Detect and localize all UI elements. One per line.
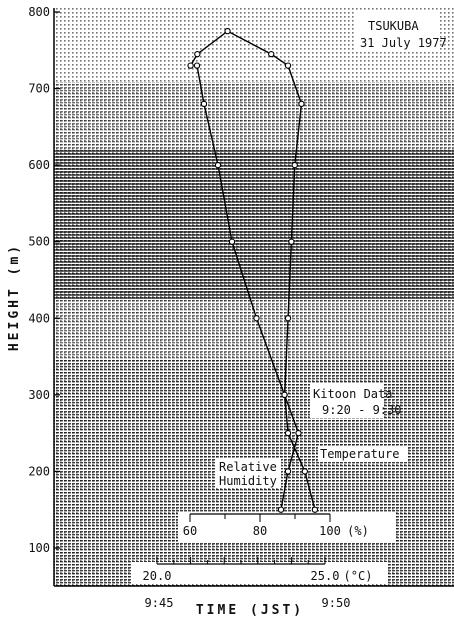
humidity-point: [228, 238, 236, 245]
humidity-tick-label: 100: [319, 524, 341, 538]
y-tick-label: 400: [28, 311, 50, 325]
kitoon-data-label: Kitoon Data: [313, 387, 392, 401]
temperature-box: [318, 446, 408, 462]
y-tick-label: 500: [28, 235, 50, 249]
humidity-axis: 60 80 100 (%): [183, 513, 369, 538]
temperature-point: [284, 315, 292, 322]
temperature-point: [301, 468, 308, 475]
x-axis-label: TIME (JST): [196, 603, 304, 618]
humidity-tick-label: 60: [183, 524, 197, 538]
temperature-point: [311, 506, 319, 513]
time-tick-0: 9:45: [145, 596, 174, 610]
humidity-point: [214, 161, 222, 169]
sodar-echo-background: [54, 8, 454, 586]
kitoon-box: [310, 384, 384, 418]
humidity-box: [215, 458, 281, 488]
humidity-series-label-line2: Humidity: [219, 474, 277, 488]
temperature-unit: (°C): [344, 569, 373, 583]
humidity-unit: (%): [347, 524, 369, 538]
humidity-point: [277, 506, 285, 513]
humidity-point: [253, 315, 260, 322]
humidity-point: [193, 62, 201, 69]
y-tick-label: 300: [28, 388, 50, 402]
kitoon-time-label: 9:20 - 9:30: [322, 403, 401, 417]
temperature-tick-label: 20.0: [143, 569, 172, 583]
humidity-tick-label: 80: [253, 524, 267, 538]
temperature-tick-label: 25.0: [311, 569, 340, 583]
profile-series: [187, 27, 319, 513]
humidity-point: [295, 429, 302, 437]
temperature-point: [187, 62, 194, 69]
temperature-series-label: Temperature: [320, 447, 399, 461]
chart-title: TSUKUBA: [368, 19, 419, 33]
temperature-point: [298, 100, 305, 108]
temperature-point: [224, 27, 231, 35]
humidity-point: [284, 468, 292, 475]
temperature-point: [268, 50, 275, 58]
temperature-axis: 20.0 25.0 (°C): [143, 557, 373, 583]
y-ticks: 100 200 300 400 500 600 700 800: [28, 5, 60, 555]
y-tick-label: 200: [28, 464, 50, 478]
temperature-point: [291, 161, 298, 169]
time-tick-1: 9:50: [322, 596, 351, 610]
temperature-point: [284, 62, 292, 69]
chart-subtitle: 31 July 1977: [360, 36, 447, 50]
temperature-axis-box: [132, 562, 388, 584]
axes: [53, 8, 454, 587]
humidity-axis-box: [178, 512, 396, 542]
temperature-point: [288, 238, 295, 245]
x-label-box: [140, 594, 370, 620]
temperature-point: [194, 50, 201, 58]
humidity-point: [281, 391, 288, 399]
humidity-series-label-line1: Relative: [219, 460, 277, 474]
y-axis-label: HEIGHT (m): [7, 243, 22, 351]
y-tick-label: 700: [28, 82, 50, 96]
y-tick-label: 800: [28, 5, 50, 19]
humidity-point: [200, 100, 208, 108]
temperature-point: [284, 429, 292, 437]
title-box: [356, 12, 440, 52]
y-tick-label: 600: [28, 158, 50, 172]
y-tick-label: 100: [28, 541, 50, 555]
